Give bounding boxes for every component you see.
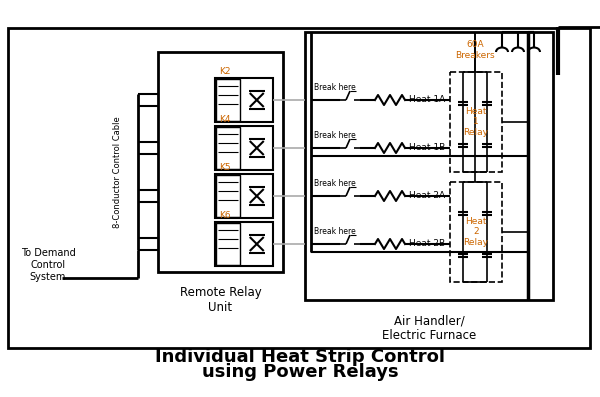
Text: K6: K6 bbox=[219, 211, 230, 220]
Bar bbox=[216, 175, 240, 217]
Bar bbox=[158, 52, 283, 272]
Text: Individual Heat Strip Control: Individual Heat Strip Control bbox=[155, 348, 445, 366]
Text: Remote Relay
Unit: Remote Relay Unit bbox=[179, 286, 262, 314]
Text: K2: K2 bbox=[219, 67, 230, 76]
Bar bbox=[215, 126, 273, 170]
Text: To Demand
Control
System: To Demand Control System bbox=[20, 249, 76, 281]
Bar bbox=[450, 182, 502, 282]
Text: Break here: Break here bbox=[314, 83, 356, 92]
Text: 60A
Breakers: 60A Breakers bbox=[455, 40, 495, 60]
Bar bbox=[216, 223, 240, 265]
Text: K4: K4 bbox=[219, 115, 230, 124]
Text: Heat 1B: Heat 1B bbox=[409, 143, 445, 152]
Bar bbox=[216, 127, 240, 169]
Text: Heat
2
Relay: Heat 2 Relay bbox=[464, 217, 488, 247]
Text: Heat 2A: Heat 2A bbox=[409, 191, 445, 200]
Bar bbox=[450, 72, 502, 172]
Text: Break here: Break here bbox=[314, 227, 356, 236]
Text: Heat 1A: Heat 1A bbox=[409, 96, 445, 104]
Text: K5: K5 bbox=[219, 163, 230, 172]
Bar bbox=[215, 78, 273, 122]
Bar bbox=[215, 222, 273, 266]
Bar bbox=[216, 79, 240, 121]
Text: Heat
1
Relay: Heat 1 Relay bbox=[464, 107, 488, 137]
Text: Break here: Break here bbox=[314, 131, 356, 140]
Bar bbox=[215, 174, 273, 218]
Text: Heat 2B: Heat 2B bbox=[409, 239, 445, 249]
Text: Air Handler/
Electric Furnace: Air Handler/ Electric Furnace bbox=[382, 314, 476, 342]
Bar bbox=[305, 32, 553, 300]
Bar bbox=[8, 28, 590, 348]
Text: 8-Conductor Control Cable: 8-Conductor Control Cable bbox=[113, 116, 122, 228]
Text: Break here: Break here bbox=[314, 179, 356, 188]
Text: using Power Relays: using Power Relays bbox=[202, 363, 398, 381]
